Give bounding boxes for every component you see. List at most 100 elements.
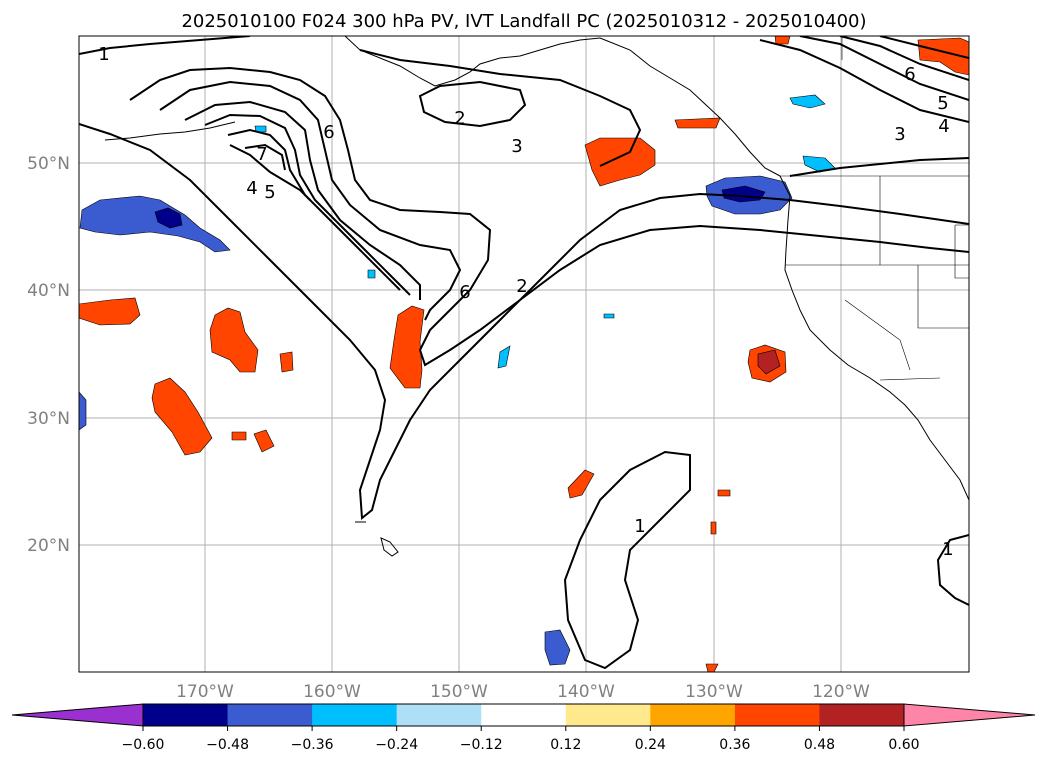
contour-2-closed — [418, 80, 527, 128]
colorbar-bin — [143, 704, 229, 726]
coast-bc — [599, 37, 781, 177]
contour-2-ne — [789, 157, 969, 177]
lon-label: 130°W — [685, 682, 743, 702]
lon-label: 120°W — [812, 682, 870, 702]
shade-pos-5 — [279, 351, 294, 373]
contour-1-north — [79, 36, 251, 55]
colorbar-tick-label: 0.24 — [635, 737, 666, 753]
lon-labels: 170°W 160°W 150°W 140°W 130°W 120°W — [176, 682, 870, 702]
colorbar-bin — [227, 704, 313, 726]
lat-label: 30°N — [27, 409, 70, 429]
contour-4-ne — [799, 36, 969, 101]
map-frame — [78, 35, 970, 673]
colorbar-tick-label: −0.12 — [460, 737, 503, 753]
contour-3 — [159, 80, 462, 321]
border-mexico — [879, 377, 941, 381]
contour-6 — [227, 128, 401, 291]
shade-pos-9 — [567, 469, 595, 499]
colorbar-tick-label: −0.36 — [291, 737, 334, 753]
contour-5 — [204, 113, 411, 296]
shade-pos-core — [757, 349, 781, 375]
contour-label: 1 — [98, 44, 109, 65]
border-states-3 — [917, 265, 969, 329]
contour-4 — [184, 100, 421, 300]
lon-label: 160°W — [303, 682, 361, 702]
lat-labels: 50°N 40°N 30°N 20°N — [27, 154, 70, 556]
coast-hawaii — [380, 537, 399, 557]
shade-neg-small-4 — [367, 269, 376, 279]
border-states-4 — [844, 299, 911, 371]
colorbar-tick-label: 0.48 — [804, 737, 835, 753]
colorbar: −0.60 −0.48 −0.36 −0.24 −0.12 0.12 0.24 0.36 0.4… — [11, 703, 1036, 753]
shade-neg-edge — [79, 391, 87, 431]
contour-label: 4 — [246, 178, 257, 199]
shade-pos-ne — [917, 37, 969, 76]
colorbar-extend-max — [903, 703, 1036, 727]
colorbar-tick-label: 0.60 — [888, 737, 919, 753]
contour-label: 4 — [938, 116, 949, 137]
shade-pos-11 — [674, 117, 721, 129]
shade-pos-3 — [231, 431, 247, 441]
contour-label: 6 — [904, 64, 915, 85]
contour-label: 2 — [516, 276, 527, 297]
contour-1-se — [936, 534, 969, 606]
pv-contours — [79, 36, 969, 670]
shade-pos-4 — [253, 429, 275, 453]
contour-5-ne — [839, 36, 969, 81]
contour-3-north — [359, 49, 642, 167]
shade-neg-core-1 — [154, 207, 183, 229]
contour-label: 6 — [459, 282, 470, 303]
colorbar-bin — [481, 704, 567, 726]
shaded-anomalies — [79, 36, 969, 672]
border-states-5 — [954, 224, 969, 279]
coast-aleutians — [104, 121, 236, 141]
lon-label: 140°W — [557, 682, 615, 702]
contour-label: 3 — [894, 124, 905, 145]
colorbar-tick-label: 0.36 — [719, 737, 750, 753]
contour-6-ne — [879, 36, 969, 59]
shade-pos-12 — [717, 489, 731, 497]
colorbar-frame — [142, 703, 905, 727]
contour-label: 5 — [937, 93, 948, 114]
shade-pos-6 — [389, 305, 425, 389]
contour-label: 7 — [256, 144, 267, 165]
colorbar-bin — [819, 704, 905, 726]
contour-label: 5 — [264, 182, 275, 203]
contour-1 — [79, 123, 969, 520]
colorbar-bin — [396, 704, 482, 726]
lon-label: 170°W — [176, 682, 234, 702]
shade-neg-small-3 — [254, 125, 267, 133]
colorbar-extend-min — [11, 703, 144, 727]
shade-pos-14 — [705, 663, 719, 672]
lat-label: 50°N — [27, 154, 70, 174]
contour-inner — [229, 144, 311, 201]
contour-labels: 1 2 3 6 7 4 5 6 2 3 4 5 6 1 1 — [98, 44, 953, 560]
colorbar-bin — [565, 704, 651, 726]
colorbar-bin — [650, 704, 736, 726]
colorbar-tick-label: −0.48 — [206, 737, 249, 753]
contour-1-south — [563, 450, 691, 670]
shade-pos-2 — [151, 377, 213, 456]
shade-neg-w-pacific — [79, 195, 231, 253]
map-panel: 1 2 3 6 7 4 5 6 2 3 4 5 6 1 1 — [78, 35, 970, 673]
shade-neg-small-5 — [497, 345, 511, 369]
colorbar-tick-label: 0.12 — [550, 737, 581, 753]
shade-neg-s — [544, 629, 571, 666]
contour-label: 3 — [511, 136, 522, 157]
shade-pos-1 — [209, 307, 259, 373]
contour-label: 6 — [323, 122, 334, 143]
lat-label: 40°N — [27, 281, 70, 301]
contour-7 — [244, 143, 286, 171]
shade-pos-13 — [710, 521, 717, 535]
contour-label: 1 — [634, 516, 645, 537]
shade-neg-small-1 — [789, 94, 826, 109]
contour-label: 2 — [454, 108, 465, 129]
coastlines — [104, 36, 969, 557]
borders — [780, 36, 969, 381]
contour-3-ne — [759, 39, 969, 123]
shade-pos-7 — [584, 137, 656, 187]
coast-alaska — [344, 36, 601, 87]
colorbar-tick-label: −0.60 — [122, 737, 165, 753]
figure-title: 2025010100 F024 300 hPa PV, IVT Landfall… — [181, 11, 866, 32]
